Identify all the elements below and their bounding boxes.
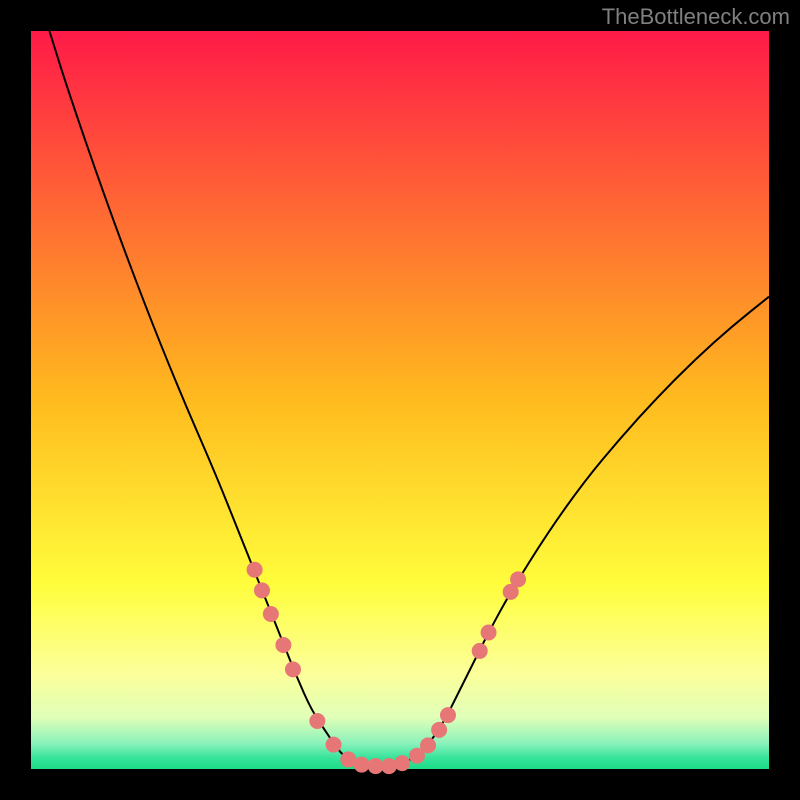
marker-point [254, 582, 270, 598]
marker-point [285, 661, 301, 677]
marker-point [381, 758, 397, 774]
marker-point [309, 713, 325, 729]
chart-background [31, 31, 769, 769]
marker-point [481, 624, 497, 640]
marker-point [247, 562, 263, 578]
marker-point [420, 737, 436, 753]
bottleneck-chart [0, 0, 800, 800]
watermark-text: TheBottleneck.com [602, 4, 790, 30]
marker-point [510, 571, 526, 587]
marker-point [354, 757, 370, 773]
marker-point [263, 606, 279, 622]
marker-point [431, 722, 447, 738]
marker-point [326, 737, 342, 753]
marker-point [472, 643, 488, 659]
marker-point [440, 707, 456, 723]
marker-point [394, 755, 410, 771]
marker-point [275, 637, 291, 653]
